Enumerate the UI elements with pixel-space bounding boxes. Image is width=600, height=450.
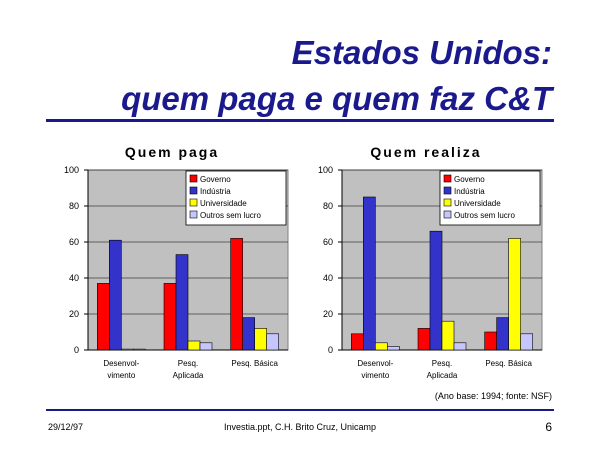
chart-title: Quem paga: [124, 144, 220, 160]
bar-universidade: [187, 340, 201, 351]
bar-outros-sem-lucro: [387, 346, 400, 351]
legend-swatch: [189, 186, 198, 195]
x-tick-label: Pesq. Básica: [485, 359, 532, 368]
bar-universidade: [375, 342, 388, 351]
chart-quem-paga-svg: 0 20 40 60 80 100 Desenvol-vimento Pesq. Aplicad…: [64, 165, 289, 380]
x-tick-label: vimento: [107, 371, 136, 380]
footer-rule: [46, 409, 554, 411]
bar-universidade: [508, 238, 521, 351]
bar-universidade: [441, 320, 455, 351]
bar-ind-stria: [429, 230, 443, 351]
bar-outros-sem-lucro: [199, 342, 213, 351]
bar-outros-sem-lucro: [266, 333, 279, 351]
bar-outros-sem-lucro: [453, 342, 467, 351]
y-tick-label: 80: [323, 201, 333, 211]
bar-governo: [230, 238, 243, 351]
y-tick-label: 80: [69, 201, 79, 211]
bar-governo: [484, 331, 497, 351]
bar-outros-sem-lucro: [520, 333, 533, 351]
legend-swatch: [443, 174, 452, 183]
chart-quem-realiza-svg: 0 20 40 60 80 100 Desenvol-vimento Pesq. Aplicad…: [318, 165, 543, 380]
legend-swatch: [189, 198, 198, 207]
y-tick-label: 100: [64, 165, 79, 175]
bar-outros-sem-lucro: [133, 348, 146, 351]
bar-universidade: [121, 348, 134, 351]
bar-universidade: [254, 328, 267, 351]
chart-title: Quem realiza: [370, 144, 482, 160]
bar-ind-stria: [175, 254, 189, 351]
x-tick-label: Pesq.: [178, 359, 198, 368]
y-tick-label: 0: [74, 345, 79, 355]
legend-box: [439, 170, 541, 226]
y-tick-label: 60: [69, 237, 79, 247]
x-tick-label: Pesq. Básica: [231, 359, 278, 368]
bar-governo: [417, 328, 431, 351]
y-tick-label: 40: [323, 273, 333, 283]
y-tick-label: 0: [328, 345, 333, 355]
y-tick-label: 60: [323, 237, 333, 247]
chart-quem-realiza: Quem realiza 0 20 40 60 80 100 Desenvol-viment…: [300, 140, 552, 390]
chart-quem-paga: Quem paga 0 20 40 60 80 100 Desenvol-vimento Pe…: [46, 140, 298, 390]
x-tick-label: Pesq.: [432, 359, 452, 368]
legend-label: Universidade: [454, 199, 501, 208]
legend-label: Governo: [454, 175, 485, 184]
page-number: 6: [545, 420, 552, 434]
legend-swatch: [443, 186, 452, 195]
legend-swatch: [189, 174, 198, 183]
legend-label: Indústria: [200, 187, 231, 196]
footer-center-text: Investia.ppt, C.H. Brito Cruz, Unicamp: [223, 422, 377, 432]
bar-ind-stria: [109, 239, 122, 351]
slide-title-line2: quem paga e quem faz C&T: [121, 80, 552, 117]
legend-label: Outros sem lucro: [200, 211, 261, 220]
x-tick-label: Desenvol-: [357, 359, 393, 368]
x-tick-label: Desenvol-: [103, 359, 139, 368]
bar-governo: [163, 283, 177, 351]
bar-ind-stria: [242, 317, 255, 351]
y-tick-label: 40: [69, 273, 79, 283]
x-tick-label: vimento: [361, 371, 390, 380]
bar-ind-stria: [363, 196, 376, 351]
legend-swatch: [443, 198, 452, 207]
source-note: (Ano base: 1994; fonte: NSF): [434, 391, 552, 401]
slide-title-line1: Estados Unidos:: [291, 34, 552, 71]
legend-label: Outros sem lucro: [454, 211, 515, 220]
bar-governo: [97, 283, 110, 351]
legend-label: Universidade: [200, 199, 247, 208]
y-tick-label: 20: [323, 309, 333, 319]
legend-swatch: [189, 210, 198, 219]
y-tick-label: 20: [69, 309, 79, 319]
legend-label: Governo: [200, 175, 231, 184]
legend-label: Indústria: [454, 187, 485, 196]
footer-date: 29/12/97: [48, 422, 84, 432]
x-tick-label: Aplicada: [427, 371, 458, 380]
x-tick-label: Aplicada: [173, 371, 204, 380]
title-underline: [46, 119, 554, 122]
legend-box: [185, 170, 287, 226]
bar-governo: [351, 333, 364, 351]
bar-ind-stria: [496, 317, 509, 351]
y-tick-label: 100: [318, 165, 333, 175]
legend-swatch: [443, 210, 452, 219]
